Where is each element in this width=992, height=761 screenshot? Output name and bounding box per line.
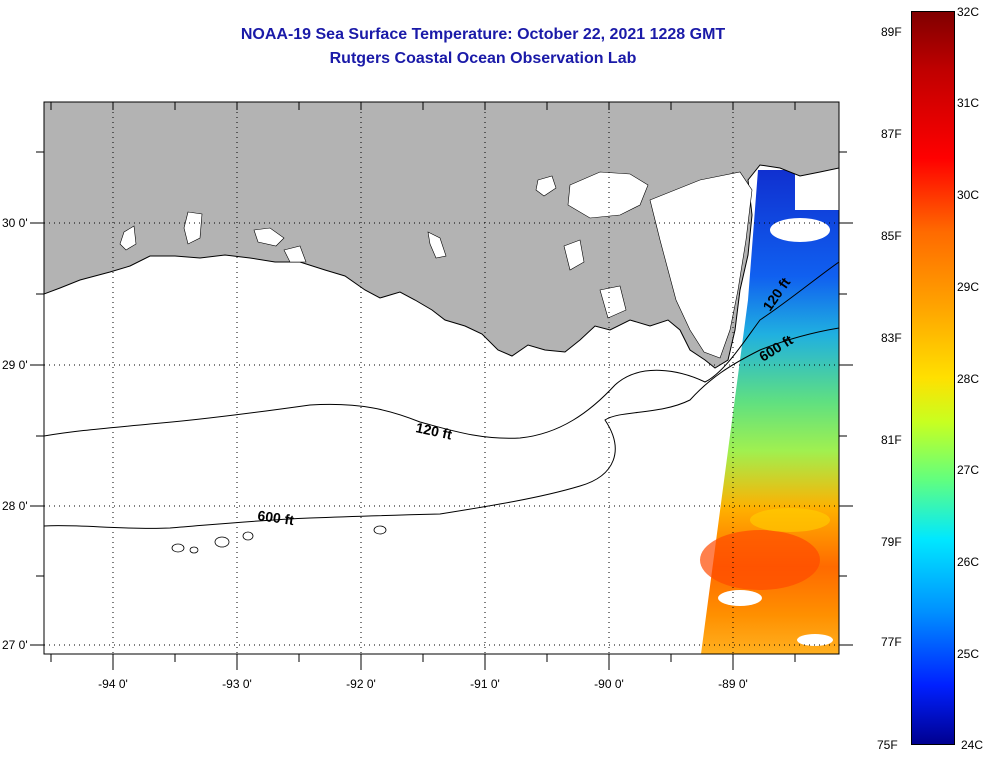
lake <box>427 231 447 259</box>
lon-label-94: -94 0' <box>98 677 128 691</box>
colorbar-c-label: 29C <box>957 280 980 294</box>
tick-marks <box>30 102 853 670</box>
map-frame <box>43 101 840 655</box>
colorbar-c-label: 25C <box>957 647 980 661</box>
cloud-patch <box>795 170 839 210</box>
lake <box>535 175 557 197</box>
colorbar-c-label: 28C <box>957 372 980 386</box>
colorbar-c-label: 26C <box>957 555 980 569</box>
lat-label-29: 29 0' <box>2 358 28 372</box>
contour-600ft <box>44 327 839 529</box>
lake <box>119 225 137 251</box>
lon-label-90: -90 0' <box>594 677 624 691</box>
cloud-patch <box>770 218 830 242</box>
colorbar-c-label: 30C <box>957 188 980 202</box>
contour-label-600ft: 600 ft <box>257 507 296 528</box>
lake <box>599 285 627 319</box>
temperature-colorbar <box>911 11 955 745</box>
colorbar-f-label: 83F <box>881 331 902 345</box>
colorbar-f-label: 79F <box>881 535 902 549</box>
lon-label-89: -89 0' <box>718 677 748 691</box>
colorbar-c-label: 27C <box>957 463 980 477</box>
land-mass <box>44 102 839 369</box>
seamount-contours <box>171 525 387 554</box>
colorbar-f-label: 89F <box>881 25 902 39</box>
lake <box>283 245 307 263</box>
lake <box>649 171 753 359</box>
warm-patch <box>700 530 820 590</box>
colorbar-f-label: 87F <box>881 127 902 141</box>
cloud-patch <box>797 634 833 646</box>
lon-label-91: -91 0' <box>470 677 500 691</box>
lake <box>567 171 649 219</box>
colorbar-c-label: 32C <box>957 5 980 19</box>
map-title: NOAA-19 Sea Surface Temperature: October… <box>240 26 726 43</box>
lake <box>563 239 585 271</box>
gridlines <box>44 102 839 654</box>
colorbar-f-label: 75F <box>877 738 898 752</box>
colorbar-f-label: 77F <box>881 635 902 649</box>
contour-120ft <box>44 261 839 439</box>
lat-label-28: 28 0' <box>2 499 28 513</box>
lat-label-30: 30 0' <box>2 216 28 230</box>
map-subtitle: Rutgers Coastal Ocean Observation Lab <box>329 50 637 67</box>
colorbar-f-label: 85F <box>881 229 902 243</box>
lake <box>253 227 285 247</box>
colorbar-f-label: 81F <box>881 433 902 447</box>
cloud-patch <box>718 590 762 606</box>
colorbar-c-label: 31C <box>957 96 980 110</box>
contour-label-120ft: 120 ft <box>414 419 453 442</box>
colorbar-c-label: 24C <box>961 738 984 752</box>
warm-patch <box>750 508 830 532</box>
lon-label-92: -92 0' <box>346 677 376 691</box>
lake <box>183 211 203 245</box>
lon-label-93: -93 0' <box>222 677 252 691</box>
lat-label-27: 27 0' <box>2 638 28 652</box>
